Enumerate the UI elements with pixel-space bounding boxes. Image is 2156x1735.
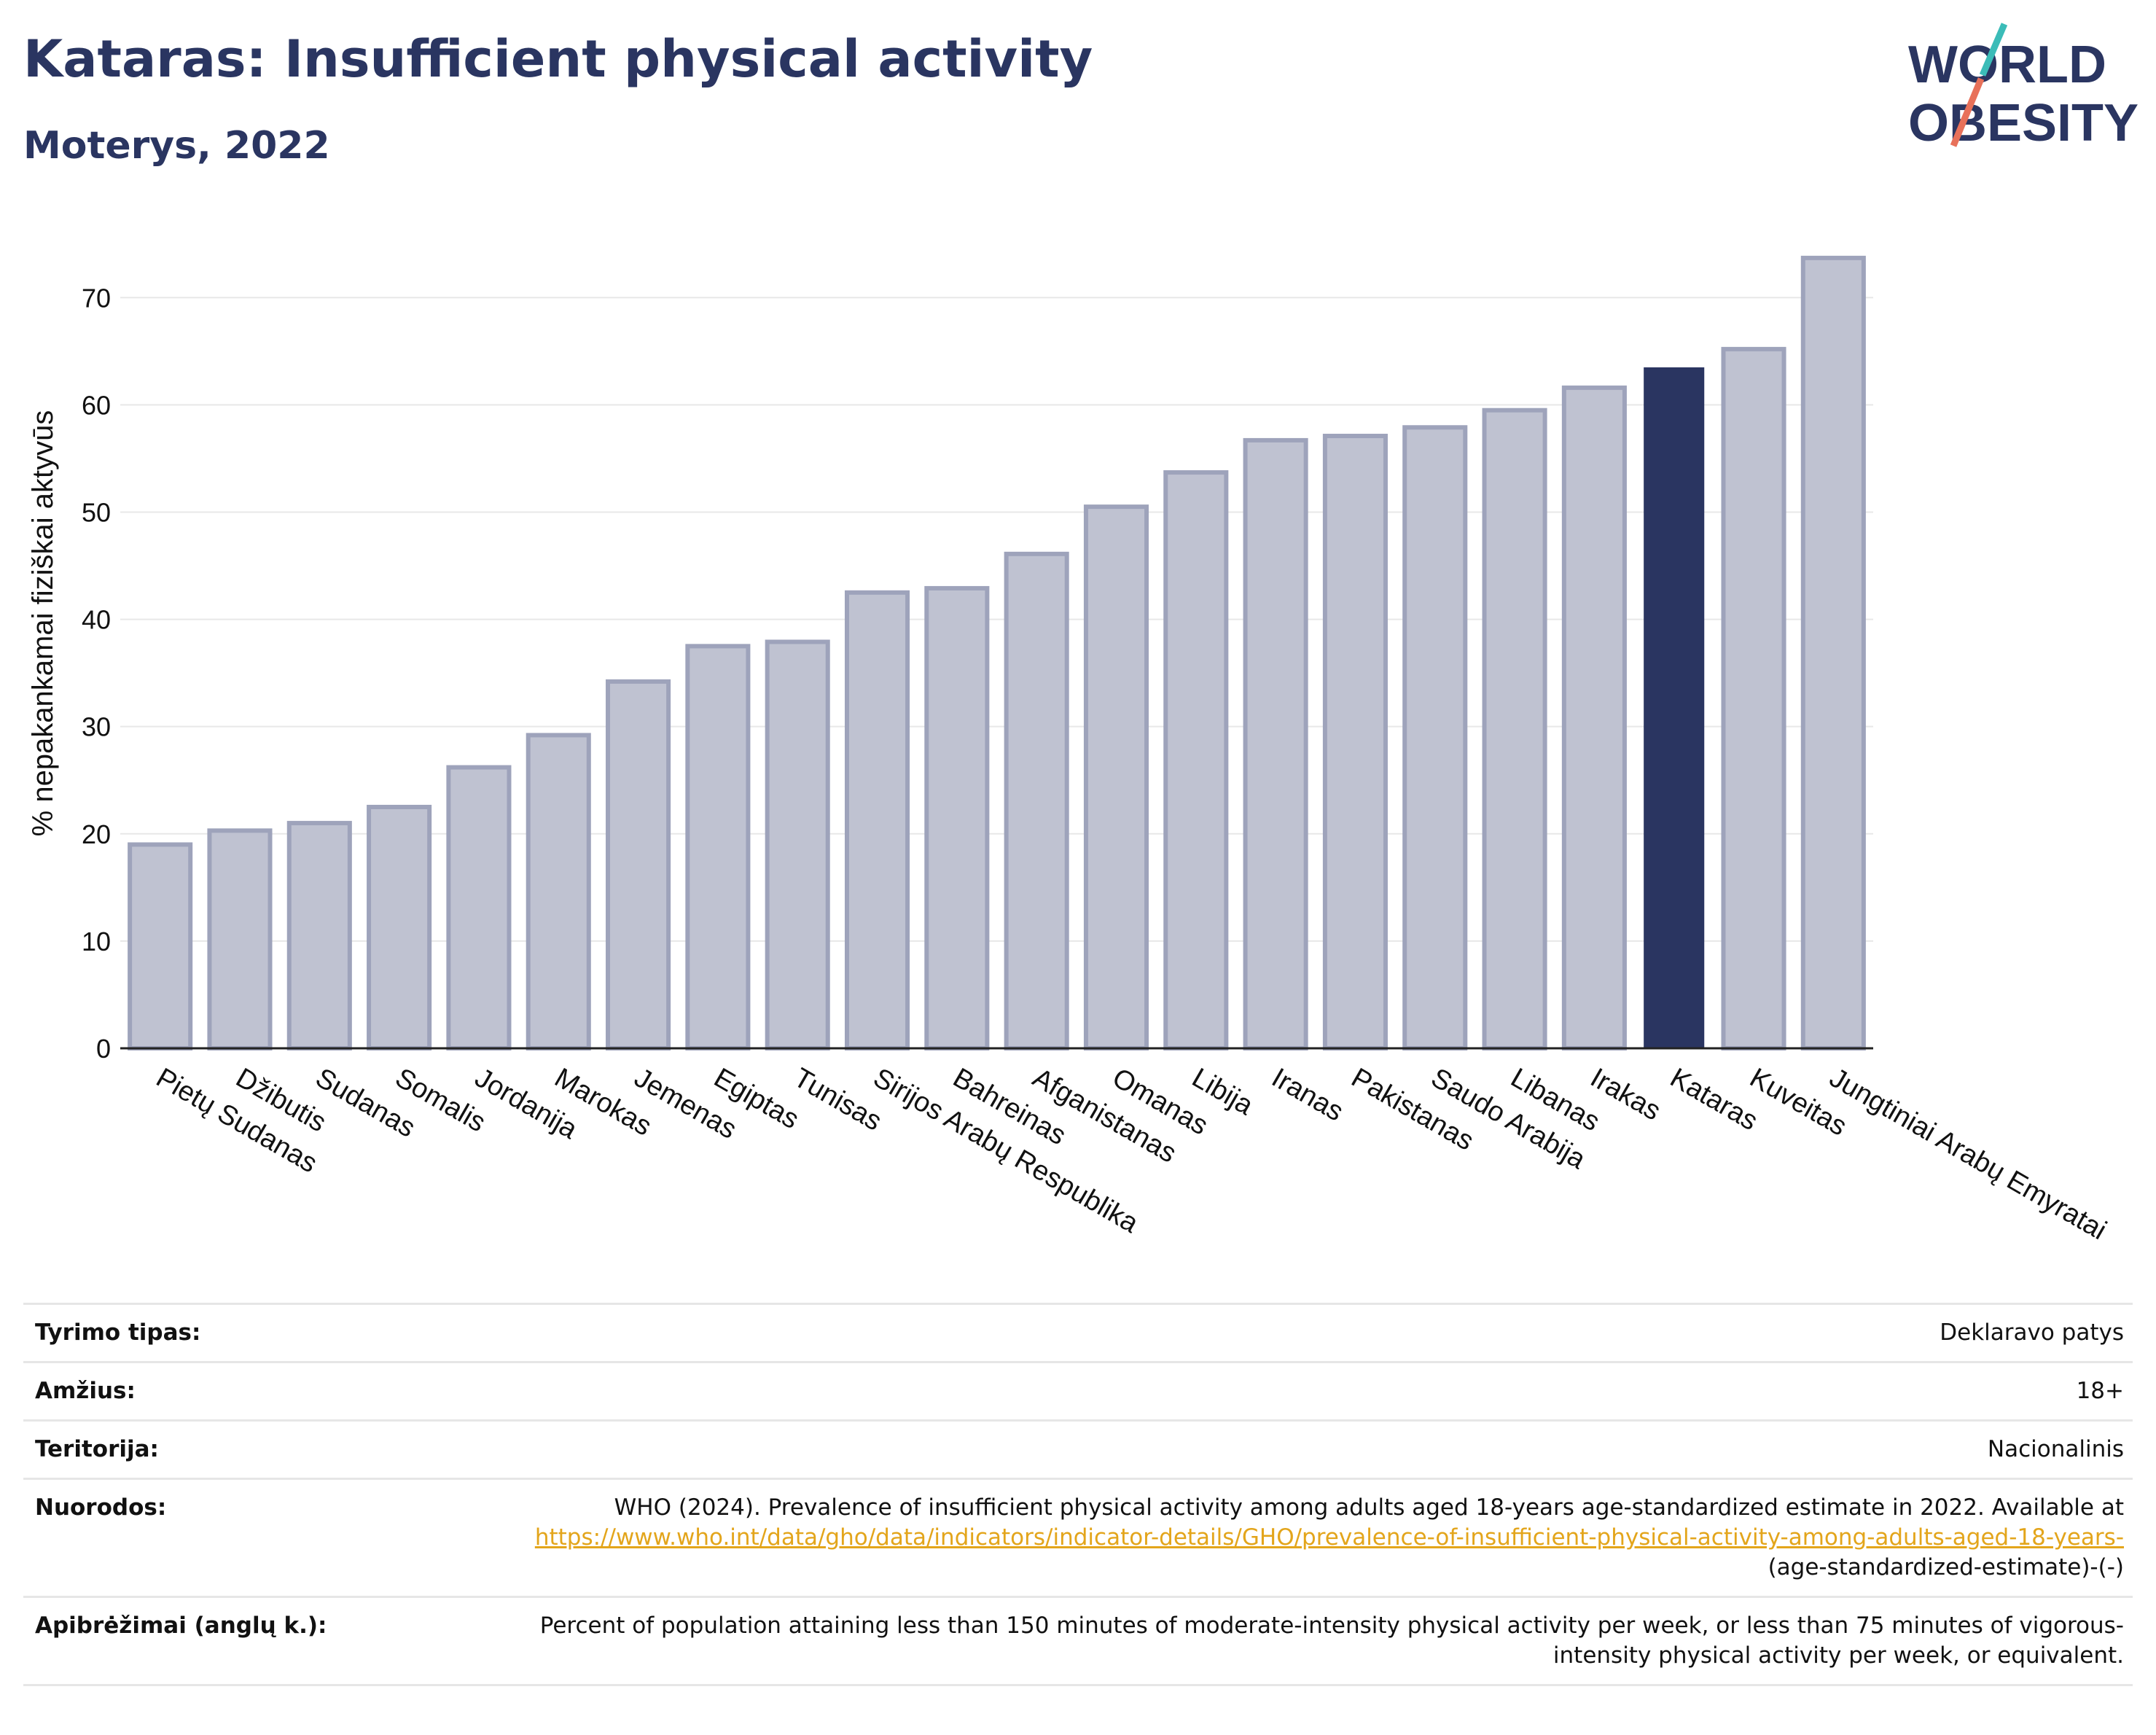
references-label: Nuorodos: (35, 1494, 167, 1521)
y-tick-label: 60 (82, 390, 111, 420)
bar-sirijos-arabų-respublika (844, 590, 910, 1050)
y-tick-label: 50 (82, 497, 111, 527)
x-tick-label: Tunisas (789, 1062, 887, 1136)
y-tick-label: 70 (82, 283, 111, 313)
page-subtitle: Moterys, 2022 (23, 124, 330, 168)
bar-afganistanas (1004, 551, 1069, 1050)
y-axis-label: % nepakankamai fiziškai aktyvūs (27, 410, 59, 837)
bar-egiptas (685, 644, 751, 1050)
definitions-label: Apibrėžimai (anglų k.): (35, 1613, 327, 1639)
bar-pakistanas (1322, 434, 1388, 1051)
svg-text:OBESITY: OBESITY (1908, 94, 2139, 152)
y-tick-label: 0 (96, 1034, 111, 1064)
bar-saudo-arabija (1402, 425, 1468, 1051)
bar-marokas (526, 733, 591, 1050)
references-link[interactable]: https://www.who.int/data/gho/data/indica… (534, 1524, 2124, 1551)
territory-value: Nacionalinis (1987, 1436, 2124, 1462)
age-value: 18+ (2076, 1378, 2124, 1404)
age-label: Amžius: (35, 1378, 136, 1404)
bar-tunisas (765, 639, 830, 1050)
bar-kuveitas (1721, 346, 1786, 1051)
y-tick-label: 40 (82, 605, 111, 635)
svg-text:WORLD: WORLD (1908, 36, 2106, 94)
info-row-definitions: Apibrėžimai (anglų k.): Percent of popul… (23, 1596, 2133, 1686)
survey-type-label: Tyrimo tipas: (35, 1319, 201, 1346)
bar-omanas (1083, 504, 1149, 1050)
info-row-references: Nuorodos: WHO (2024). Prevalence of insu… (23, 1478, 2133, 1596)
bar-jemenas (606, 679, 671, 1051)
bar-libija (1163, 470, 1229, 1050)
bar-chart: 0 10 20 30 40 50 60 70 Pietų SudanasDžibutisSud… (27, 255, 2112, 1246)
x-axis: Pietų SudanasDžibutisSudanasSomalisJorda… (120, 1047, 2112, 1246)
info-row-age: Amžius: 18+ (23, 1361, 2133, 1419)
y-tick-label: 10 (82, 927, 111, 956)
world-obesity-logo: WORLD OBESITY (1908, 23, 2139, 152)
bar-bahreinas (924, 585, 990, 1050)
territory-label: Teritorija: (35, 1436, 159, 1462)
bar-kataras (1644, 367, 1705, 1048)
references-suffix: (age-standardized-estimate)-(-) (1768, 1554, 2124, 1580)
y-tick-label: 30 (82, 712, 111, 742)
info-table: Tyrimo tipas: Deklaravo patys Amžius: 18… (23, 1303, 2133, 1686)
x-tick-label: Iranas (1267, 1062, 1348, 1127)
bar-irakas (1561, 385, 1627, 1050)
bar-jordanija (446, 765, 512, 1051)
bar-iranas (1243, 437, 1308, 1050)
info-row-territory: Teritorija: Nacionalinis (23, 1419, 2133, 1478)
info-row-survey: Tyrimo tipas: Deklaravo patys (23, 1303, 2133, 1361)
y-tick-label: 20 (82, 819, 111, 849)
survey-type-value: Deklaravo patys (1940, 1319, 2124, 1346)
bar-sudanas (286, 821, 352, 1050)
page-title: Kataras: Insufficient physical activity (23, 29, 1093, 89)
chart-bars (128, 255, 1866, 1051)
x-tick-label: Kataras (1665, 1062, 1762, 1136)
references-text: WHO (2024). Prevalence of insufficient p… (614, 1494, 2124, 1521)
bar-somalis (367, 805, 432, 1051)
y-axis: 0 10 20 30 40 50 60 70 (82, 283, 111, 1064)
references-value: WHO (2024). Prevalence of insufficient p… (484, 1493, 2124, 1583)
x-tick-label: Jungtiniai Arabų Emyratai (1824, 1062, 2112, 1246)
definitions-value: Percent of population attaining less tha… (539, 1613, 2124, 1669)
bar-džibutis (207, 828, 273, 1051)
bar-libanas (1482, 408, 1547, 1050)
bar-jungtiniai-arabų-emyratai (1800, 255, 1866, 1050)
bar-pietų-sudanas (128, 842, 193, 1050)
